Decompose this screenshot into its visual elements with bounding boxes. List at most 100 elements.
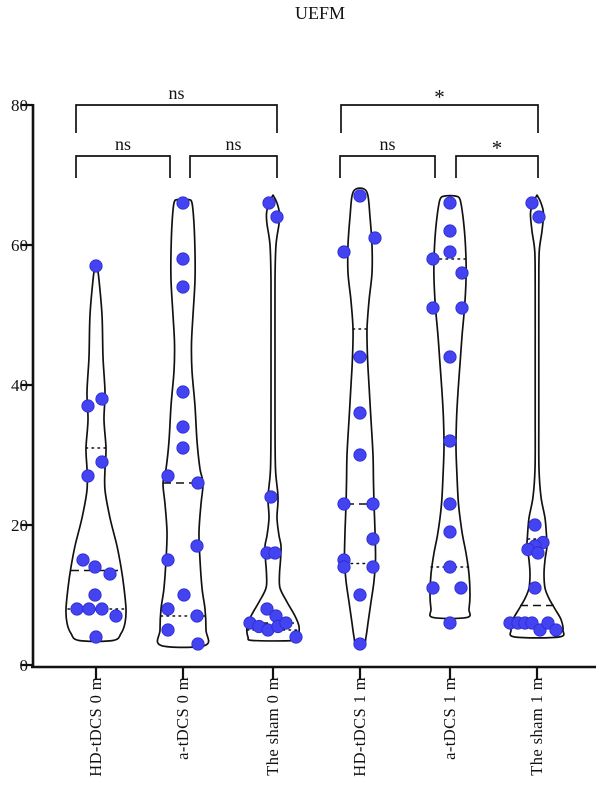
data-point: [528, 518, 542, 532]
data-point: [426, 581, 440, 595]
data-point: [176, 252, 190, 266]
data-point: [443, 497, 457, 511]
significance-bracket: [189, 155, 278, 178]
y-tick-label: 60: [11, 236, 28, 255]
data-point: [549, 623, 563, 637]
data-point: [82, 602, 96, 616]
data-point: [176, 385, 190, 399]
significance-bracket: [339, 155, 436, 178]
data-point: [161, 623, 175, 637]
data-point: [88, 588, 102, 602]
data-point: [443, 616, 457, 630]
data-point: [268, 546, 282, 560]
violin-outline: [245, 194, 301, 642]
data-point: [426, 252, 440, 266]
chart-title: UEFM: [295, 3, 345, 23]
significance-label: ns: [225, 134, 241, 154]
data-point: [191, 476, 205, 490]
data-point: [353, 350, 367, 364]
data-point: [337, 497, 351, 511]
significance-bracket: [340, 104, 539, 133]
data-point: [191, 637, 205, 651]
data-point: [190, 539, 204, 553]
data-point: [289, 630, 303, 644]
data-point: [426, 301, 440, 315]
data-point: [353, 588, 367, 602]
significance-label: *: [492, 136, 503, 160]
y-tick-label: 20: [11, 516, 28, 535]
data-point: [454, 581, 468, 595]
data-point: [81, 469, 95, 483]
violin-outline: [65, 259, 127, 643]
data-point: [443, 196, 457, 210]
data-point: [366, 532, 380, 546]
data-point: [70, 602, 84, 616]
x-category-label: HD-tDCS 0 m: [86, 677, 105, 777]
data-point: [279, 616, 293, 630]
data-point: [531, 546, 545, 560]
x-category-label: a-tDCS 0 m: [173, 677, 192, 760]
data-point: [95, 602, 109, 616]
data-point: [177, 588, 191, 602]
data-point: [109, 609, 123, 623]
data-point: [262, 196, 276, 210]
data-point: [443, 434, 457, 448]
y-tick-label: 0: [20, 656, 29, 675]
significance-bracket: [75, 155, 171, 178]
y-axis-ticks: 0 20 40 60 80: [11, 96, 33, 675]
data-point: [176, 420, 190, 434]
data-point: [353, 637, 367, 651]
data-point: [89, 259, 103, 273]
data-point: [176, 441, 190, 455]
data-point: [525, 196, 539, 210]
violin-outline: [429, 194, 471, 620]
data-point: [76, 553, 90, 567]
significance-label: ns: [379, 134, 395, 154]
data-point: [353, 448, 367, 462]
data-point: [337, 560, 351, 574]
data-point: [366, 497, 380, 511]
data-point: [161, 553, 175, 567]
significance-brackets-layer: ns ns ns * ns *: [75, 83, 539, 178]
data-point: [176, 196, 190, 210]
x-category-label: The sham 1 m: [527, 677, 546, 776]
data-point: [190, 609, 204, 623]
data-point: [443, 525, 457, 539]
data-point: [95, 392, 109, 406]
data-point: [89, 630, 103, 644]
significance-label: *: [434, 85, 445, 109]
data-point: [176, 280, 190, 294]
significance-bracket: [75, 104, 278, 133]
data-point: [337, 245, 351, 259]
data-point: [88, 560, 102, 574]
data-point: [260, 602, 274, 616]
data-point: [443, 350, 457, 364]
data-point: [95, 455, 109, 469]
data-point: [443, 224, 457, 238]
quartile-lines-layer: [67, 258, 554, 631]
data-point: [353, 189, 367, 203]
data-point: [353, 406, 367, 420]
data-point: [161, 469, 175, 483]
data-point: [443, 245, 457, 259]
x-category-label: The sham 0 m: [263, 677, 282, 776]
data-point: [368, 231, 382, 245]
data-point: [366, 560, 380, 574]
significance-label: ns: [168, 83, 184, 103]
data-point: [532, 210, 546, 224]
significance-label: ns: [115, 134, 131, 154]
x-category-labels-layer: HD-tDCS 0 m a-tDCS 0 m The sham 0 m HD-tDCS…: [86, 677, 546, 777]
data-point: [443, 560, 457, 574]
data-point: [455, 266, 469, 280]
x-category-label: a-tDCS 1 m: [440, 677, 459, 760]
y-tick-label: 80: [11, 96, 28, 115]
significance-bracket: [455, 155, 539, 178]
data-point: [81, 399, 95, 413]
data-point: [528, 581, 542, 595]
y-tick-label: 40: [11, 376, 28, 395]
data-point: [103, 567, 117, 581]
data-point: [161, 602, 175, 616]
data-points-layer: [70, 189, 563, 651]
